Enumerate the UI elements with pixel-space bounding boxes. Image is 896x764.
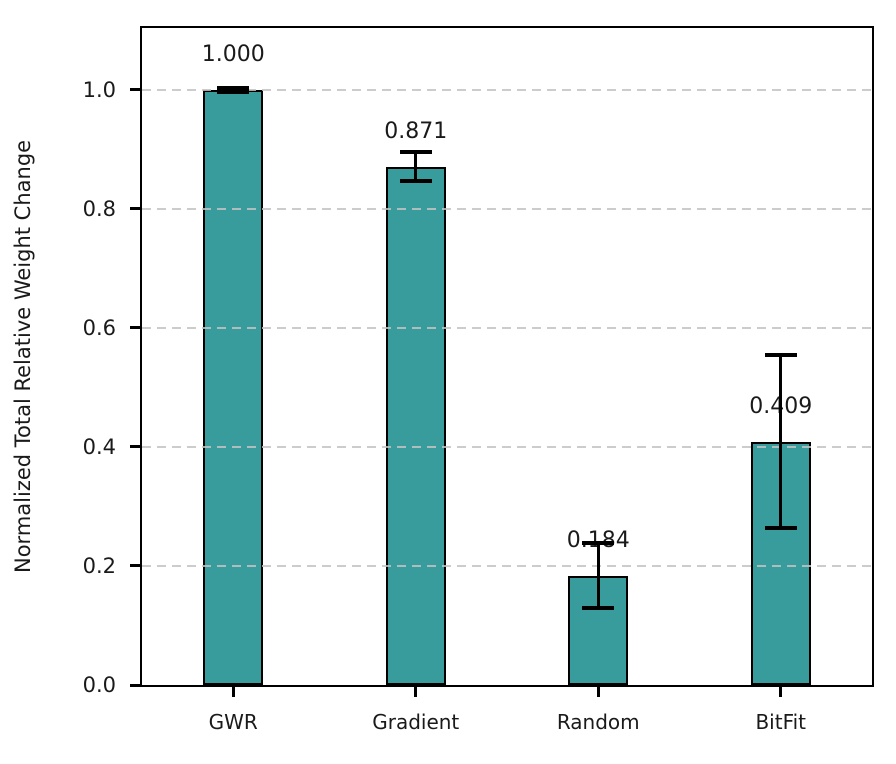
error-bar-cap-top <box>399 150 432 155</box>
error-bar-cap-top <box>582 540 615 545</box>
y-tick-label: 0.8 <box>82 196 116 221</box>
y-tick-label: 0.6 <box>82 315 116 340</box>
y-tick <box>130 88 140 92</box>
y-tick-label: 0.0 <box>82 673 116 697</box>
error-bar-cap-top <box>764 353 797 358</box>
x-tick <box>779 687 783 697</box>
y-axis-label: Normalized Total Relative Weight Change <box>11 139 35 574</box>
bar-random <box>568 575 629 685</box>
error-bar-cap-bottom <box>582 606 615 611</box>
error-bar-cap-top <box>217 85 250 90</box>
gridline <box>142 564 872 567</box>
y-tick <box>130 207 140 211</box>
bar-gwr <box>203 89 264 685</box>
gridline <box>142 207 872 210</box>
error-bar-line <box>231 87 235 93</box>
gridline <box>142 326 872 329</box>
value-label: 0.871 <box>384 118 448 144</box>
error-bar-cap-bottom <box>399 178 432 183</box>
y-tick-label: 1.0 <box>82 77 116 102</box>
gridline <box>142 88 872 91</box>
value-label: 1.000 <box>201 41 265 67</box>
error-bar-cap-bottom <box>764 525 797 530</box>
error-bar-cap-bottom <box>217 90 250 95</box>
x-tick <box>231 687 235 697</box>
error-bar-line <box>596 542 600 609</box>
y-tick <box>130 564 140 568</box>
x-tick-label: GWR <box>208 710 258 734</box>
bar-gradient <box>385 166 446 685</box>
x-tick-label: Gradient <box>372 710 460 734</box>
y-tick <box>130 326 140 330</box>
y-tick <box>130 445 140 449</box>
x-tick-label: Random <box>556 710 640 734</box>
x-tick <box>414 687 418 697</box>
y-tick-label: 0.2 <box>82 553 116 578</box>
plot-area: 0.00.20.40.60.81.01.000GWR0.871Gradient0… <box>83 26 874 734</box>
y-tick <box>130 683 140 687</box>
x-tick <box>596 687 600 697</box>
x-tick-label: BitFit <box>755 710 807 734</box>
error-bar-line <box>779 355 783 528</box>
gridline <box>142 445 872 448</box>
y-tick-label: 0.4 <box>82 434 116 459</box>
error-bar-line <box>414 152 418 181</box>
